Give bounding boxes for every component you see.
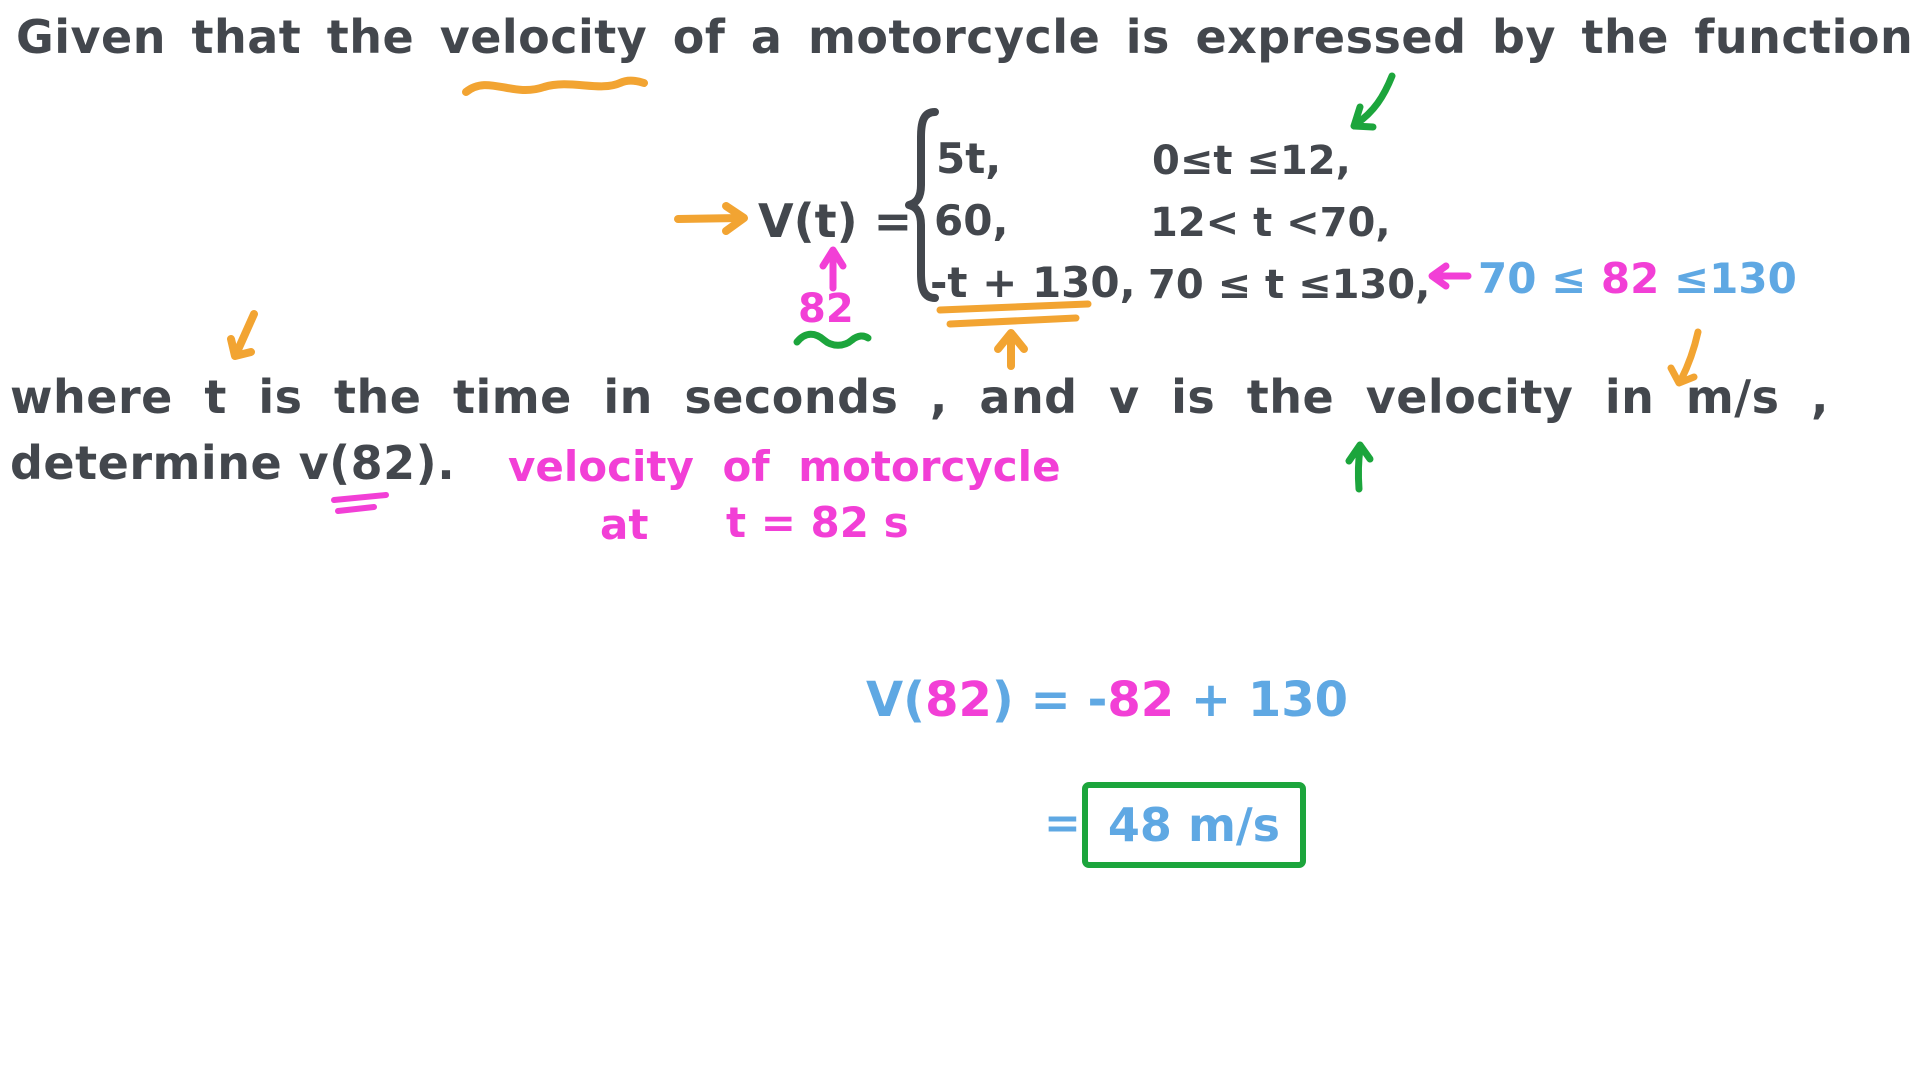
note-value: t = 82 s bbox=[726, 498, 909, 547]
interval-check-right: ≤130 bbox=[1659, 254, 1797, 303]
velocity-word-arrow-icon bbox=[1344, 438, 1374, 494]
solution-82-rhs: 82 bbox=[1107, 672, 1175, 728]
note-at: at bbox=[600, 500, 649, 549]
note-line-1: velocity of motorcycle bbox=[508, 442, 1061, 491]
third-piece-underline-icon bbox=[936, 300, 1096, 328]
answer-value: 48 m/s bbox=[1107, 798, 1281, 852]
third-piece-arrow-icon bbox=[992, 328, 1030, 370]
function-lhs: V(t) = bbox=[758, 194, 913, 248]
t-substitute-arrow-icon bbox=[818, 244, 848, 292]
answer-box: 48 m/s bbox=[1082, 782, 1306, 868]
solution-v-open: V( bbox=[866, 672, 926, 728]
solution-82-arg: 82 bbox=[925, 672, 992, 728]
problem-line-2: where t is the time in seconds , and v i… bbox=[10, 370, 1829, 424]
v82-underline-icon bbox=[330, 492, 390, 514]
piecewise-brace-icon bbox=[904, 106, 942, 304]
interval-check: 70 ≤ 82 ≤130 bbox=[1478, 254, 1797, 303]
interval-pointer-arrow-icon bbox=[1424, 262, 1474, 290]
piece-cond-1: 0≤t ≤12, bbox=[1152, 138, 1351, 184]
problem-line-3: determine v(82). bbox=[10, 436, 456, 490]
vt-pointer-arrow-icon bbox=[672, 200, 756, 236]
velocity-underline-icon bbox=[460, 70, 650, 100]
interval-check-left: 70 ≤ bbox=[1478, 254, 1601, 303]
solution-mid: ) = - bbox=[991, 672, 1108, 728]
where-pointer-arrow-icon bbox=[220, 308, 260, 362]
function-pointer-arrow-icon bbox=[1338, 70, 1400, 136]
problem-line-1: Given that the velocity of a motorcycle … bbox=[16, 10, 1914, 64]
piece-cond-3: 70 ≤ t ≤130, bbox=[1148, 262, 1431, 308]
interval-check-value: 82 bbox=[1600, 254, 1660, 303]
t-value-label: 82 bbox=[798, 286, 854, 332]
piece-cond-2: 12< t <70, bbox=[1150, 200, 1391, 246]
answer-equals: = bbox=[1044, 798, 1081, 849]
piece-expr-1: 5t, bbox=[936, 134, 1002, 183]
solution-line: V(82) = -82 + 130 bbox=[866, 672, 1348, 728]
t-value-squiggle-icon bbox=[792, 328, 872, 350]
solution-rest: + 130 bbox=[1174, 672, 1349, 728]
piece-expr-2: 60, bbox=[934, 196, 1009, 245]
piece-expr-3: -t + 130, bbox=[930, 258, 1136, 307]
interval-check-down-arrow-icon bbox=[1660, 326, 1706, 392]
